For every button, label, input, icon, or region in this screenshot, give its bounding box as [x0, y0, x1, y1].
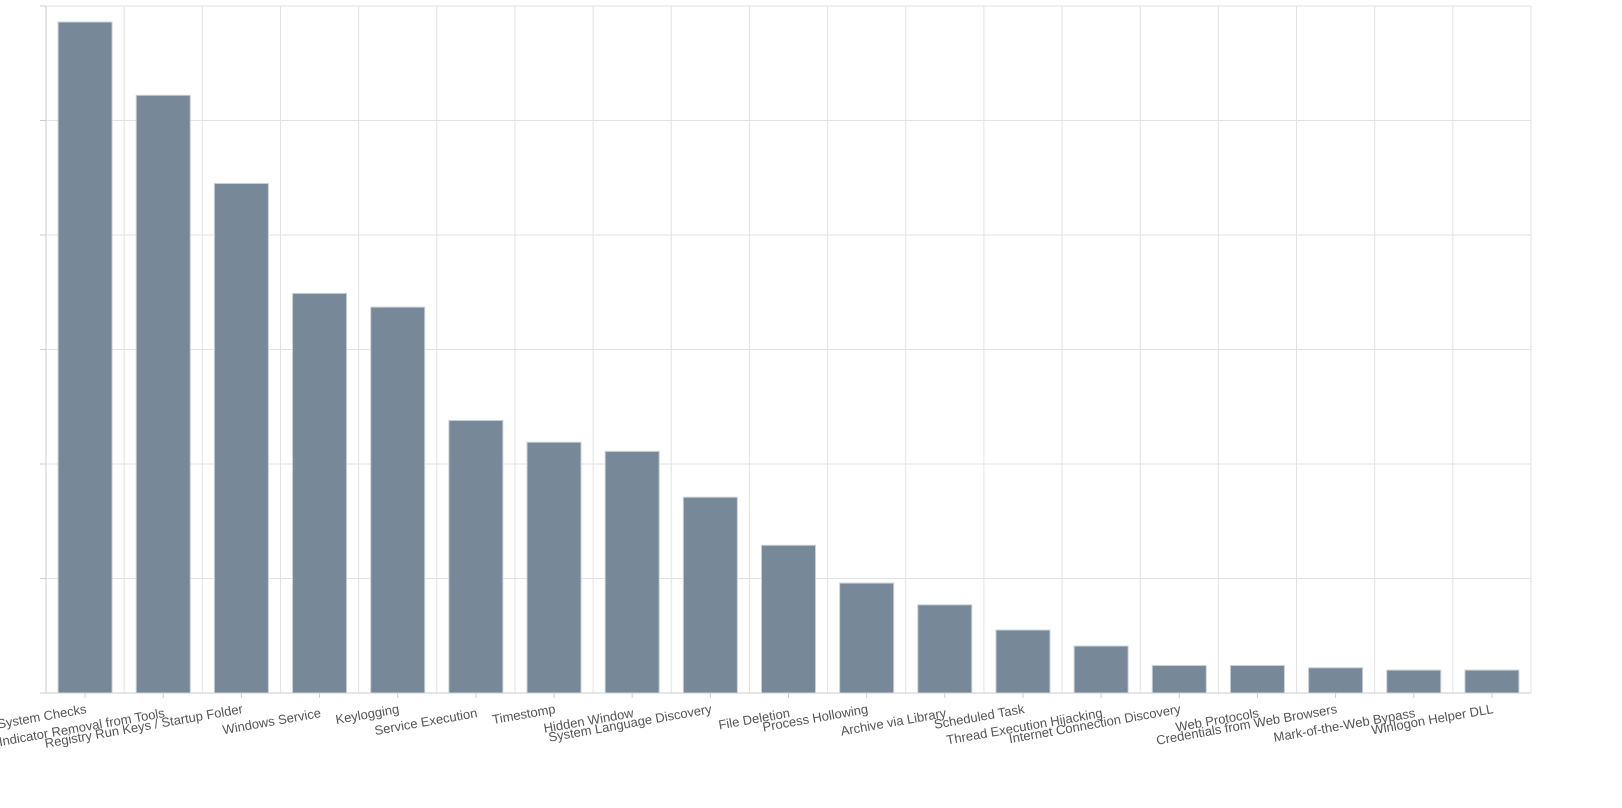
- bar: [839, 582, 895, 694]
- bar: [995, 629, 1051, 694]
- bar: [213, 182, 269, 694]
- bar: [1073, 645, 1129, 694]
- x-tick-label: Winlogon Helper DLL: [1370, 701, 1494, 737]
- bar: [1151, 665, 1207, 694]
- bar: [1464, 669, 1520, 694]
- bar: [292, 292, 348, 694]
- bar: [526, 441, 582, 694]
- bar: [917, 604, 973, 694]
- bar: [682, 496, 738, 694]
- bar: [135, 94, 191, 694]
- bar: [370, 306, 426, 694]
- bar: [1308, 667, 1364, 694]
- bar: [448, 419, 504, 694]
- bar: [761, 544, 816, 694]
- bar: [57, 21, 113, 694]
- bar: [1386, 669, 1442, 694]
- bar: [604, 450, 660, 694]
- bar: [1229, 665, 1285, 694]
